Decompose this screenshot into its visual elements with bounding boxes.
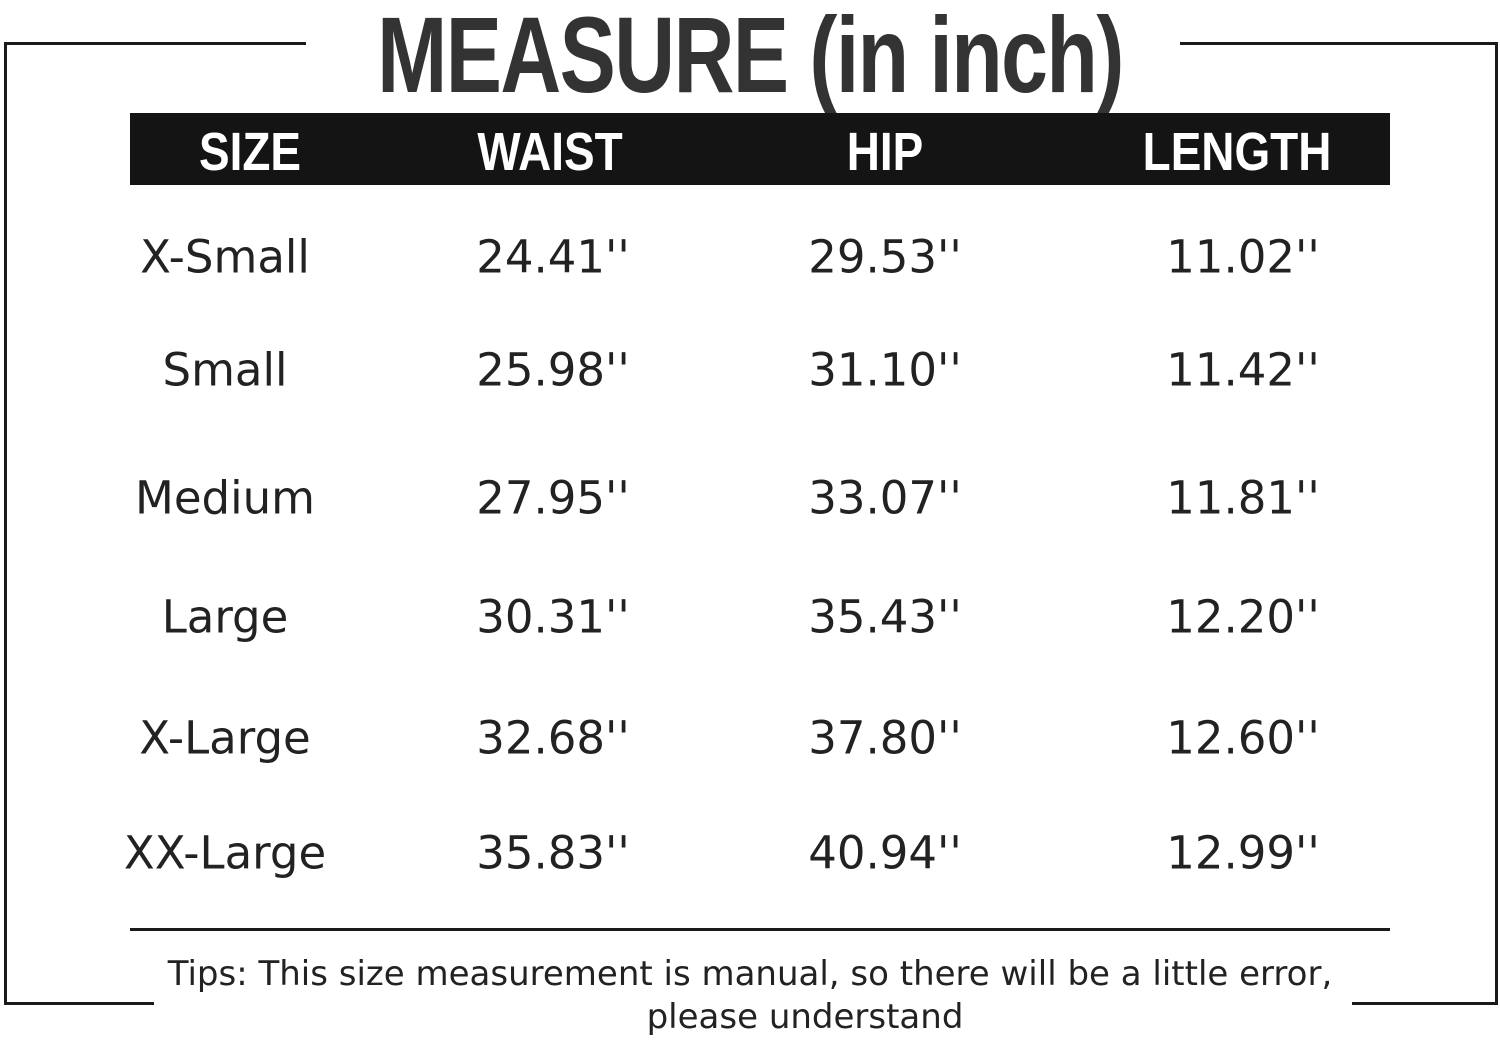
cell-hip: 40.94'' (808, 826, 962, 880)
title-text: MEASURE (in inch) (377, 0, 1124, 115)
header-size: SIZE (198, 122, 302, 182)
page-title: MEASURE (in inch) (0, 0, 1500, 117)
frame-bottom-right (1352, 1002, 1498, 1005)
cell-waist: 35.83'' (476, 826, 630, 880)
cell-hip: 31.10'' (808, 343, 962, 397)
header-hip: HIP (846, 122, 924, 182)
header-waist: WAIST (477, 122, 623, 182)
cell-waist: 30.31'' (476, 590, 630, 644)
cell-size: X-Small (140, 230, 310, 284)
cell-length: 12.60'' (1166, 711, 1320, 765)
cell-size: Small (162, 343, 288, 397)
tips-line-2: please understand (646, 997, 964, 1037)
cell-size: Large (161, 590, 289, 644)
cell-waist: 24.41'' (476, 230, 630, 284)
cell-size: X-Large (139, 711, 311, 765)
tips-line-1: Tips: This size measurement is manual, s… (167, 954, 1333, 994)
cell-hip: 35.43'' (808, 590, 962, 644)
frame-left (4, 42, 7, 1005)
cell-size: Medium (135, 471, 315, 525)
table-header: SIZE WAIST HIP LENGTH (130, 113, 1390, 185)
frame-right (1495, 42, 1498, 1005)
frame-bottom-left (4, 1002, 154, 1005)
cell-length: 11.81'' (1166, 471, 1320, 525)
frame-top-left (4, 42, 306, 45)
cell-waist: 27.95'' (476, 471, 630, 525)
divider (130, 928, 1390, 931)
cell-length: 12.20'' (1166, 590, 1320, 644)
cell-length: 11.42'' (1166, 343, 1320, 397)
cell-waist: 32.68'' (476, 711, 630, 765)
cell-length: 12.99'' (1166, 826, 1320, 880)
frame-top-right (1180, 42, 1498, 45)
cell-hip: 33.07'' (808, 471, 962, 525)
cell-waist: 25.98'' (476, 343, 630, 397)
cell-length: 11.02'' (1166, 230, 1320, 284)
header-length: LENGTH (1142, 122, 1332, 182)
cell-size: XX-Large (123, 826, 327, 880)
cell-hip: 37.80'' (808, 711, 962, 765)
cell-hip: 29.53'' (808, 230, 962, 284)
